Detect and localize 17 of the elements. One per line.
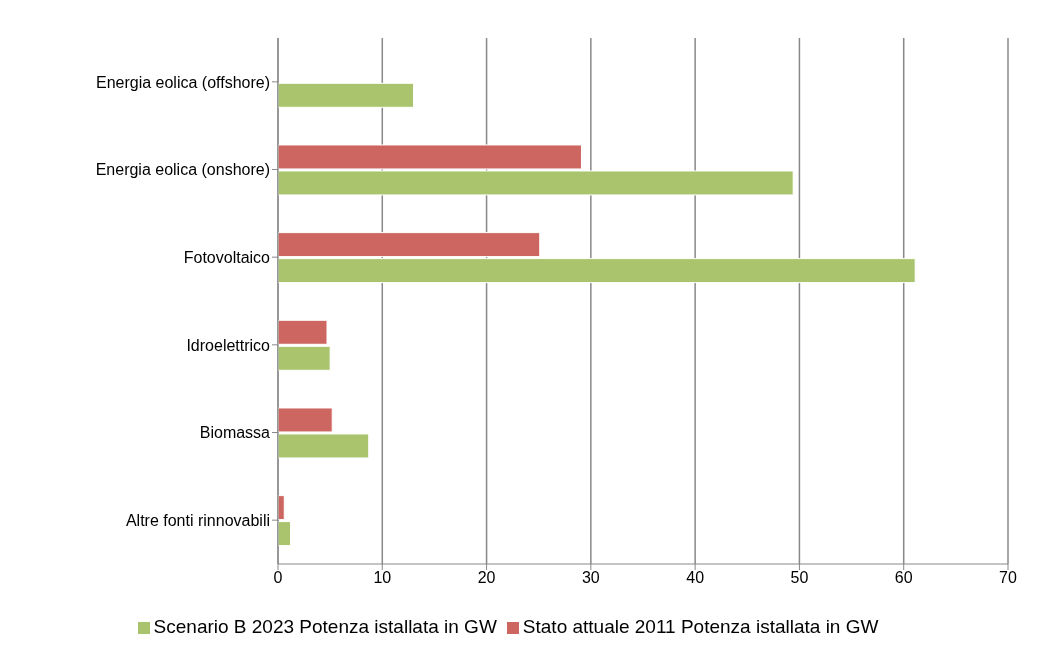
x-tick-label: 60 <box>894 569 913 587</box>
y-tick-label: Biomassa <box>199 424 271 442</box>
x-tick-label: 10 <box>373 569 392 587</box>
x-tick-label: 20 <box>477 569 496 587</box>
y-tick-label: Energia eolica (offshore) <box>95 73 270 91</box>
y-tick-label: Idroelettrico <box>186 336 271 354</box>
legend-label: Stato attuale 2011 Potenza istallata in GW <box>522 616 879 637</box>
legend-label: Scenario B 2023 Potenza istallata in GW <box>153 616 497 637</box>
x-tick-label: 40 <box>686 569 705 587</box>
x-tick-label: 50 <box>790 569 809 587</box>
bar <box>278 82 415 108</box>
y-tick-label: Fotovoltaico <box>183 248 271 266</box>
y-tick-label: Altre fonti rinnovabili <box>125 511 270 529</box>
x-tick-label: 30 <box>581 569 600 587</box>
y-tick-label: Energia eolica (onshore) <box>95 161 270 179</box>
x-tick-label: 70 <box>999 569 1017 587</box>
x-tick-label: 0 <box>273 569 283 587</box>
